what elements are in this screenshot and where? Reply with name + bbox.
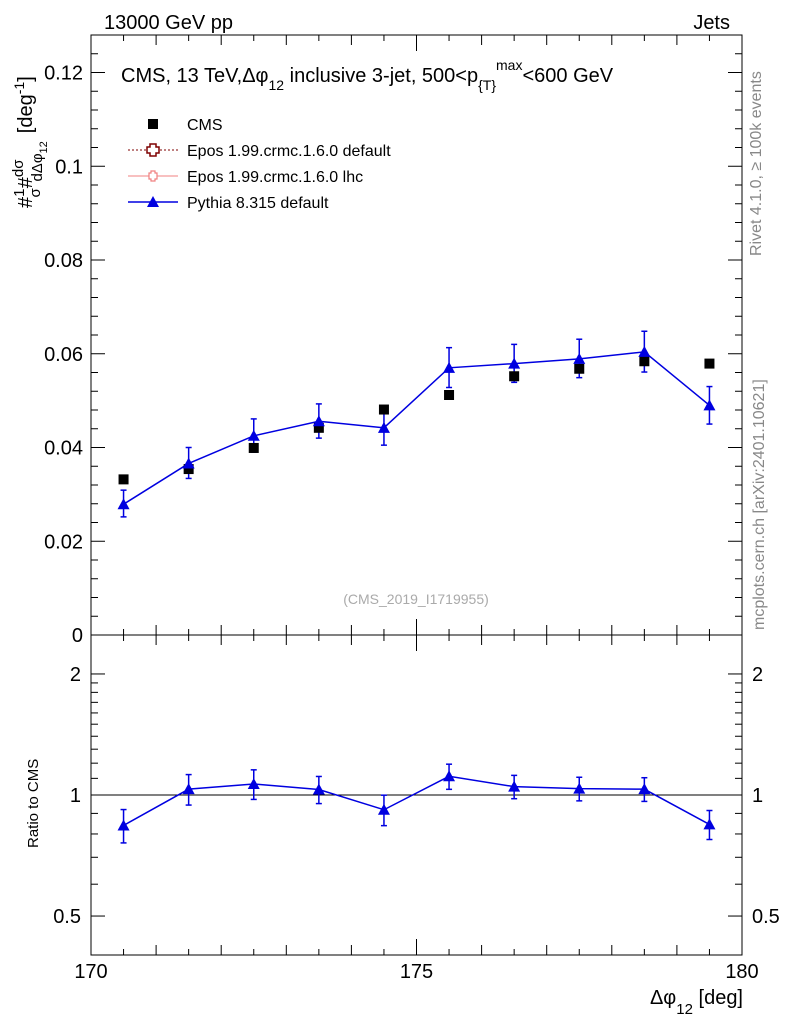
- legend-epos-default-label: Epos 1.99.crmc.1.6.0 default: [187, 143, 391, 160]
- main-x-ticks: [90, 35, 743, 635]
- ylabel-one: 1: [11, 189, 28, 197]
- ylabel-sub-12: 12: [38, 141, 50, 153]
- ratio-y-tick-label-right: 0.5: [752, 906, 780, 928]
- ylabel-unit-close: ]: [15, 76, 37, 82]
- legend-pythia-marker: [147, 196, 159, 207]
- ratio-y-tick-label: 0.5: [53, 906, 81, 928]
- x-axis-label: Δφ12 [deg]: [650, 987, 743, 1018]
- title-sub-12: 12: [269, 77, 285, 93]
- ratio-y-tick-label-right: 1: [752, 785, 763, 807]
- cms-data-point: [313, 422, 324, 433]
- ylabel-sigma: σ: [27, 188, 44, 198]
- ratio-y-tick-label-right: 2: [752, 664, 763, 686]
- pythia-data-point: [638, 345, 651, 357]
- main-y-tick-label: 0.08: [44, 250, 83, 272]
- cms-data-point: [639, 356, 650, 367]
- pythia-series-line: [123, 351, 710, 505]
- pythia-ratio-point: [247, 778, 260, 790]
- cms-data-point: [183, 464, 194, 475]
- ratio-y-tick-label: 2: [70, 664, 81, 686]
- pythia-ratio-point: [703, 818, 716, 830]
- main-y-tick-label: 0.06: [44, 344, 83, 366]
- title-sup-max: max: [496, 57, 522, 73]
- main-y-tick-label: 0.1: [55, 156, 83, 178]
- cms-data-point: [704, 358, 715, 369]
- x-tick-label: 170: [74, 961, 107, 983]
- rivet-version-label: Rivet 4.1.0, ≥ 100k events: [748, 71, 765, 256]
- pythia-ratio-point: [443, 770, 456, 782]
- pythia-data-point: [703, 399, 716, 411]
- ylabel-unit-sup: -1: [11, 82, 27, 95]
- ylabel-hash-2: #: [15, 176, 37, 188]
- pythia-data-point: [312, 415, 325, 427]
- ylabel-unit: [deg: [15, 94, 37, 133]
- ylabel-hash: #: [15, 196, 37, 208]
- legend-epos-lhc-marker: [148, 170, 158, 182]
- x-tick-label: 175: [400, 961, 433, 983]
- category-label: Jets: [693, 12, 730, 34]
- main-y-axis: 0 0.02 0.04 0.06 0.08 0.1 0.12: [44, 34, 742, 647]
- title-part-1: CMS, 13 TeV,: [121, 65, 242, 87]
- cms-data-point: [444, 390, 455, 400]
- ratio-y-axis: 0.5 0.5 1 1 2 2: [53, 634, 780, 956]
- legend: CMS Epos 1.99.crmc.1.6.0 default Epos 1.…: [128, 117, 391, 212]
- cms-data-point: [378, 404, 389, 415]
- main-y-tick-label: 0: [72, 625, 83, 647]
- legend-pythia-label: Pythia 8.315 default: [187, 195, 329, 212]
- main-y-tick-label: 0.02: [44, 531, 83, 553]
- xlabel-sub-12: 12: [676, 1001, 693, 1018]
- pythia-ratio-point: [182, 783, 195, 795]
- xlabel-unit: [deg]: [693, 987, 743, 1009]
- pythia-data-point: [377, 421, 390, 433]
- plot-title: CMS, 13 TeV,Δφ12 inclusive 3-jet, 500<p{…: [121, 57, 614, 93]
- title-part-2: inclusive 3-jet, 500<p: [284, 65, 478, 87]
- ratio-y-tick-label: 1: [70, 785, 81, 807]
- title-sub-T: {T}: [478, 77, 496, 93]
- legend-epos-default-marker: [146, 143, 160, 157]
- cms-data-point: [118, 474, 129, 485]
- mcplots-label: mcplots.cern.ch [arXiv:2401.10621]: [751, 379, 768, 630]
- ylabel-dsigma: dσ: [10, 159, 27, 177]
- beam-label: 13000 GeV pp: [104, 12, 233, 34]
- pythia-ratio-line: [123, 775, 710, 827]
- xlabel-dphi: Δφ: [650, 987, 676, 1009]
- analysis-id: (CMS_2019_I1719955): [343, 591, 489, 607]
- pythia-ratio-point: [117, 819, 130, 831]
- pythia-data-point: [573, 352, 586, 364]
- x-tick-label: 180: [725, 961, 758, 983]
- legend-cms-label: CMS: [187, 117, 223, 134]
- pythia-ratio-point: [312, 783, 325, 795]
- pythia-ratio-point: [638, 783, 651, 795]
- cms-data-point: [509, 371, 520, 382]
- legend-epos-lhc-label: Epos 1.99.crmc.1.6.0 lhc: [187, 169, 363, 186]
- ratio-data-layer: [91, 763, 742, 844]
- cms-data-point: [574, 363, 585, 374]
- main-y-label: #1σ#dσ dΔφ12[deg-1]: [10, 76, 50, 208]
- pythia-ratio-point: [377, 803, 390, 815]
- title-part-3: <600 GeV: [522, 65, 613, 87]
- pythia-data-point: [117, 498, 130, 510]
- ratio-x-axis: 170 175 180: [74, 635, 759, 983]
- legend-cms-marker: [148, 119, 158, 129]
- main-y-tick-label: 0.12: [44, 63, 83, 85]
- main-data-layer: [117, 330, 716, 518]
- pythia-ratio-point: [573, 782, 586, 794]
- pythia-data-point: [182, 457, 195, 469]
- main-y-tick-label: 0.04: [44, 438, 83, 460]
- pythia-ratio-point: [508, 780, 521, 792]
- pythia-data-point: [443, 361, 456, 373]
- pythia-data-point: [508, 357, 521, 369]
- ratio-y-label: Ratio to CMS: [25, 759, 42, 848]
- cms-data-point: [248, 442, 259, 453]
- pythia-data-point: [247, 429, 260, 441]
- title-dphi: Δφ: [242, 65, 268, 87]
- ylabel-ddphi: dΔφ: [29, 153, 46, 181]
